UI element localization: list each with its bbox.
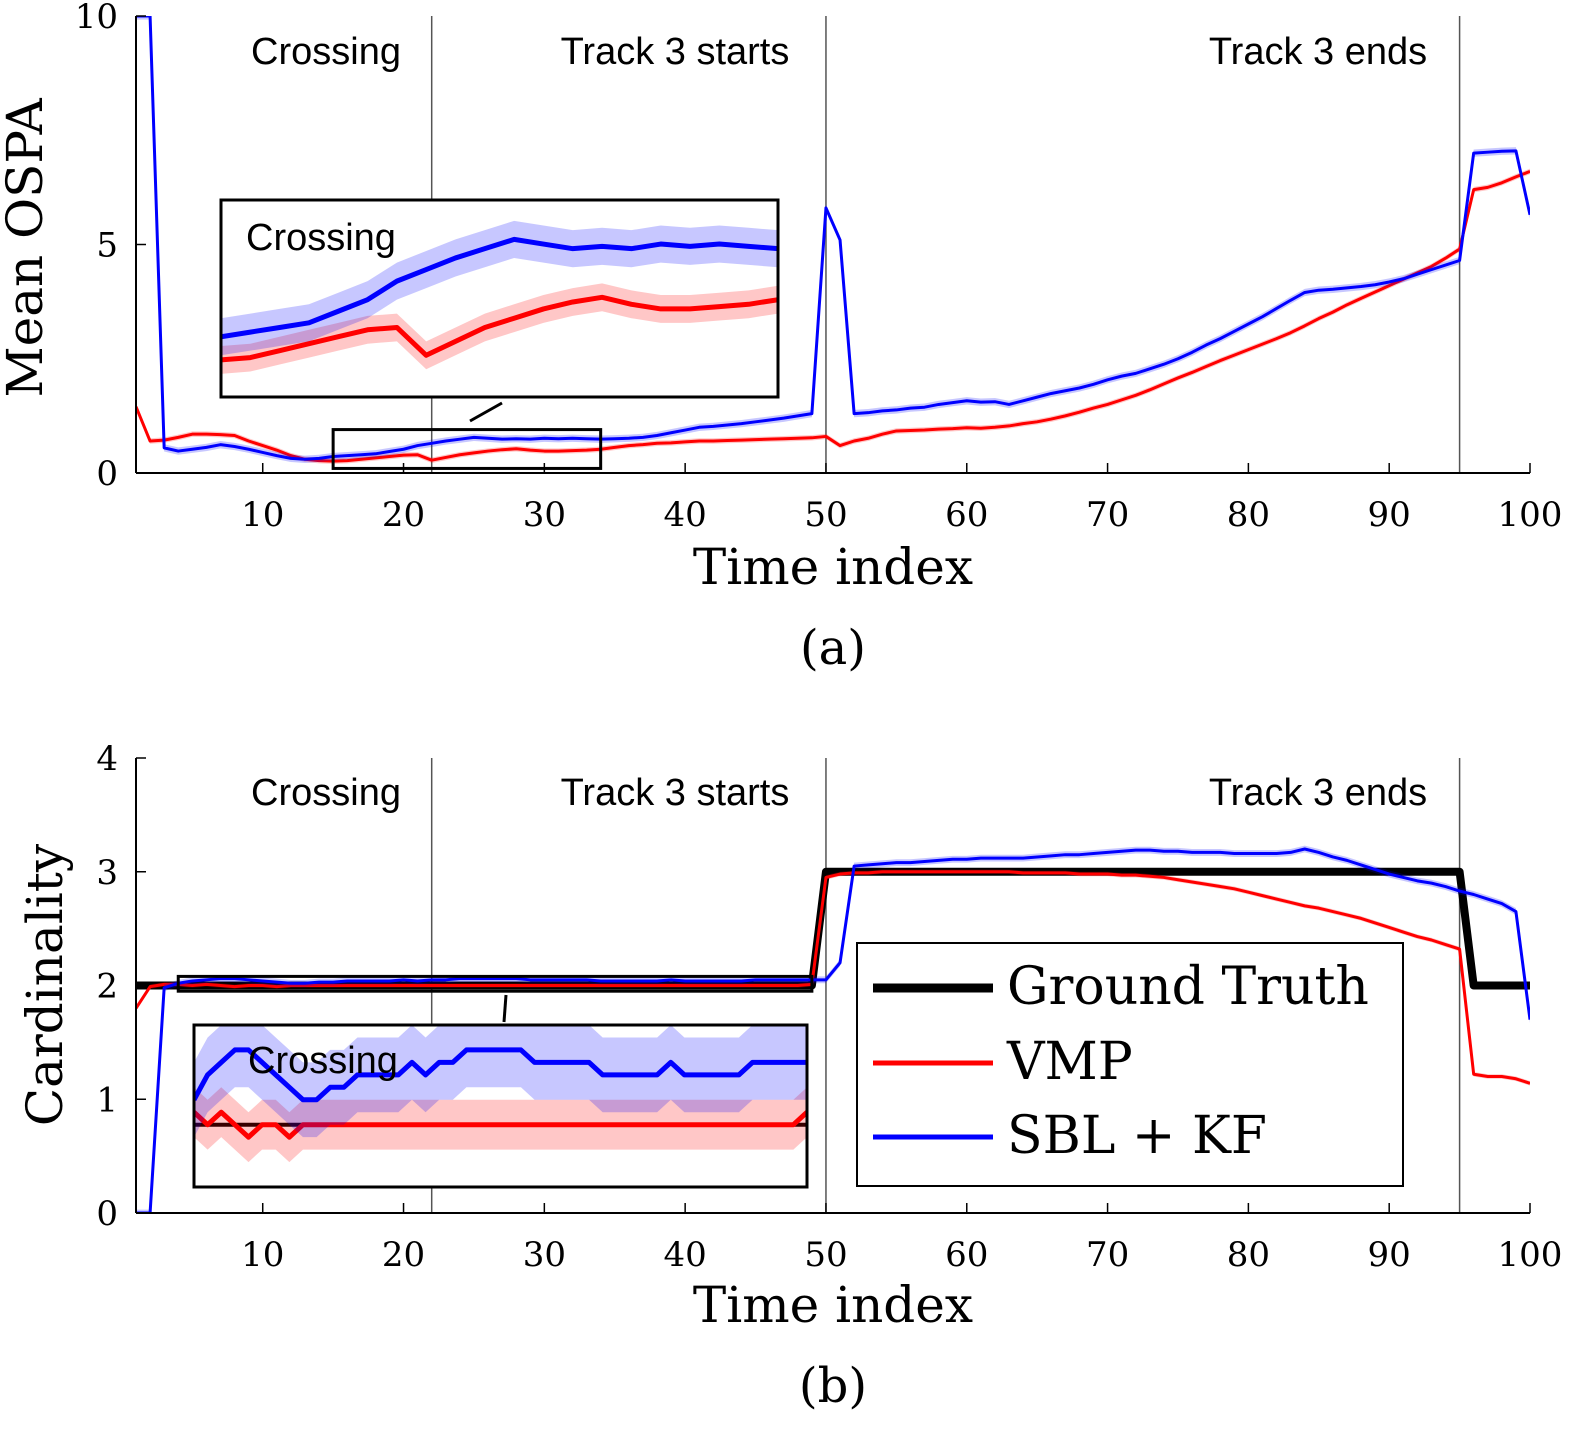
annotations: Crossing Track 3 starts Track 3 ends: [251, 31, 1427, 73]
y-tick-label: 5: [96, 226, 118, 266]
annotation-track-3-starts: Track 3 starts: [561, 772, 790, 814]
annotation-track-3-ends: Track 3 ends: [1209, 772, 1427, 814]
x-tick-label: 10: [241, 1235, 284, 1275]
x-tick-label: 90: [1368, 1235, 1411, 1275]
inset-background: [221, 200, 778, 397]
inset-line-vmp: [221, 294, 778, 363]
inset-zoom: Crossing: [219, 198, 780, 399]
y-tick-label: 10: [75, 0, 118, 37]
x-tick-label: 60: [945, 1235, 988, 1275]
y-tick-label: 0: [96, 454, 118, 494]
x-tick-label: 20: [382, 495, 425, 535]
x-tick-label: 30: [523, 1235, 566, 1275]
inset-line-sbl-kf: [221, 236, 778, 340]
x-tick-label: 70: [1086, 1235, 1129, 1275]
x-tick-label: 40: [664, 1235, 707, 1275]
series-line-sbl-kf: [136, 16, 1530, 461]
y-tick-label: 3: [96, 853, 118, 893]
inset-source-box: [176, 974, 814, 1023]
y-axis-label: Cardinality: [16, 843, 74, 1126]
panel-b-cardinality: Crossing 10 20 30 40 50 60 70 80 90 100 0 1 2 3 4 Cro…: [16, 739, 1562, 1414]
x-tick-label: 100: [1498, 495, 1563, 535]
inset-band-sbl-kf: [221, 220, 778, 356]
inset-frame: [219, 198, 780, 399]
series-group: [136, 845, 1530, 1214]
x-tick-label: 10: [241, 495, 284, 535]
x-tick-label: 30: [523, 495, 566, 535]
inset-series-group: [221, 220, 778, 374]
x-tick-labels: 10 20 30 40 50 60 70 80 90 100: [241, 1203, 1562, 1275]
y-axis-label: Mean OSPA: [0, 98, 54, 398]
y-tick-labels: 0 5 10: [75, 0, 146, 494]
legend-label-ground-truth: Ground Truth: [1007, 957, 1369, 1017]
series-line-sbl-kf: [136, 847, 1530, 1214]
inset-source-rect: [331, 428, 603, 470]
inset-title: Crossing: [246, 217, 396, 259]
legend: Ground Truth VMP SBL + KF: [856, 942, 1404, 1187]
inset-series-group: [194, 1025, 807, 1163]
series-group: [136, 16, 1530, 464]
y-tick-label: 2: [96, 967, 118, 1007]
inset-source-rect: [176, 974, 814, 993]
y-tick-labels: 0 1 2 3 4: [96, 739, 146, 1234]
inset-title: Crossing: [248, 1040, 398, 1082]
y-tick-label: 1: [96, 1080, 118, 1120]
x-tick-label: 40: [664, 495, 707, 535]
inset-zoom: Crossing: [192, 1023, 809, 1189]
x-tick-label: 60: [945, 495, 988, 535]
series-line-vmp: [136, 870, 1530, 1085]
panel-caption: (a): [800, 620, 866, 676]
x-tick-label: 90: [1368, 495, 1411, 535]
legend-label-vmp: VMP: [1006, 1032, 1133, 1092]
inset-connector: [502, 994, 508, 1023]
x-tick-label: 70: [1086, 495, 1129, 535]
x-tick-label: 80: [1227, 1235, 1270, 1275]
inset-line-sbl-kf: [194, 1047, 807, 1103]
x-tick-labels: 10 20 30 40 50 60 70 80 90 100: [241, 463, 1562, 535]
legend-label-sbl-kf: SBL + KF: [1007, 1106, 1267, 1166]
x-tick-label: 100: [1498, 1235, 1563, 1275]
x-axis-label: Time index: [693, 538, 973, 596]
x-tick-label: 50: [804, 1235, 847, 1275]
y-tick-label: 0: [96, 1194, 118, 1234]
annotation-crossing: Crossing: [251, 31, 401, 73]
inset-source-box: [331, 401, 603, 470]
x-tick-label: 50: [804, 495, 847, 535]
x-tick-label: 80: [1227, 495, 1270, 535]
inset-line-vmp: [194, 1109, 807, 1140]
inset-band-sbl-kf: [194, 1025, 807, 1138]
inset-connector: [469, 401, 503, 423]
series-line-vmp: [136, 169, 1530, 463]
inset-frame: [192, 1023, 809, 1189]
x-axis-label: Time index: [693, 1276, 973, 1334]
x-tick-label: 20: [382, 1235, 425, 1275]
annotations: Crossing Track 3 starts Track 3 ends: [251, 772, 1427, 814]
panel-a-ospa: Crossing 10 20 30 40 50 60 70 80 90 100 0 5 10 Cros…: [0, 0, 1562, 676]
annotation-crossing: Crossing: [251, 772, 401, 814]
annotation-track-3-ends: Track 3 ends: [1209, 31, 1427, 73]
panel-caption: (b): [799, 1358, 867, 1414]
annotation-track-3-starts: Track 3 starts: [561, 31, 790, 73]
y-tick-label: 4: [96, 739, 118, 779]
